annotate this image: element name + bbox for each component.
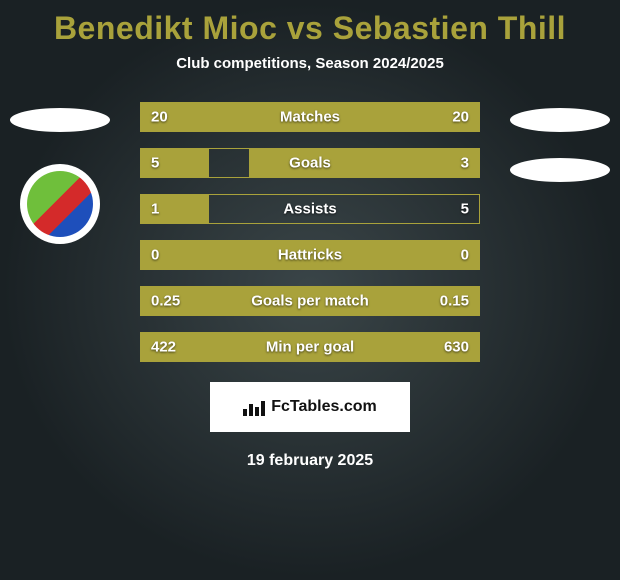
stat-bar-gap	[209, 149, 250, 177]
bar-chart-icon	[243, 398, 265, 416]
stat-row: Assists15	[140, 194, 480, 224]
left-column	[0, 102, 120, 244]
stat-bar-left	[141, 241, 479, 269]
subtitle: Club competitions, Season 2024/2025	[0, 55, 620, 72]
stat-row: Matches2020	[140, 102, 480, 132]
brand-text: FcTables.com	[271, 398, 377, 416]
stat-value-left: 422	[151, 339, 176, 356]
vs-text: vs	[287, 10, 333, 46]
stat-bar-right	[249, 149, 479, 177]
stat-bar-left	[141, 287, 479, 315]
stat-value-left: 0	[151, 247, 159, 264]
right-column	[500, 102, 620, 182]
stat-value-left: 0.25	[151, 293, 180, 310]
stat-row: Goals per match0.250.15	[140, 286, 480, 316]
player1-name: Benedikt Mioc	[54, 10, 277, 46]
stat-bar-gap	[209, 195, 479, 223]
player2-placeholder-oval-1	[510, 108, 610, 132]
stat-value-left: 20	[151, 109, 168, 126]
brand-banner: FcTables.com	[210, 382, 410, 432]
stat-value-right: 0.15	[440, 293, 469, 310]
stat-row: Min per goal422630	[140, 332, 480, 362]
player2-placeholder-oval-2	[510, 158, 610, 182]
stat-value-right: 20	[452, 109, 469, 126]
player2-name: Sebastien Thill	[333, 10, 566, 46]
stat-value-right: 5	[461, 201, 469, 218]
club-crest-graphic	[27, 171, 93, 237]
stat-row: Hattricks00	[140, 240, 480, 270]
comparison-title: Benedikt Mioc vs Sebastien Thill	[0, 0, 620, 47]
stat-bar-left	[141, 333, 479, 361]
stat-value-right: 630	[444, 339, 469, 356]
stat-value-left: 5	[151, 155, 159, 172]
stats-bars: Matches2020Goals53Assists15Hattricks00Go…	[140, 102, 480, 378]
player1-club-crest	[20, 164, 100, 244]
player1-placeholder-oval	[10, 108, 110, 132]
comparison-body: Matches2020Goals53Assists15Hattricks00Go…	[0, 102, 620, 382]
stat-value-right: 3	[461, 155, 469, 172]
date-text: 19 february 2025	[0, 452, 620, 470]
stat-value-right: 0	[461, 247, 469, 264]
stat-row: Goals53	[140, 148, 480, 178]
stat-value-left: 1	[151, 201, 159, 218]
